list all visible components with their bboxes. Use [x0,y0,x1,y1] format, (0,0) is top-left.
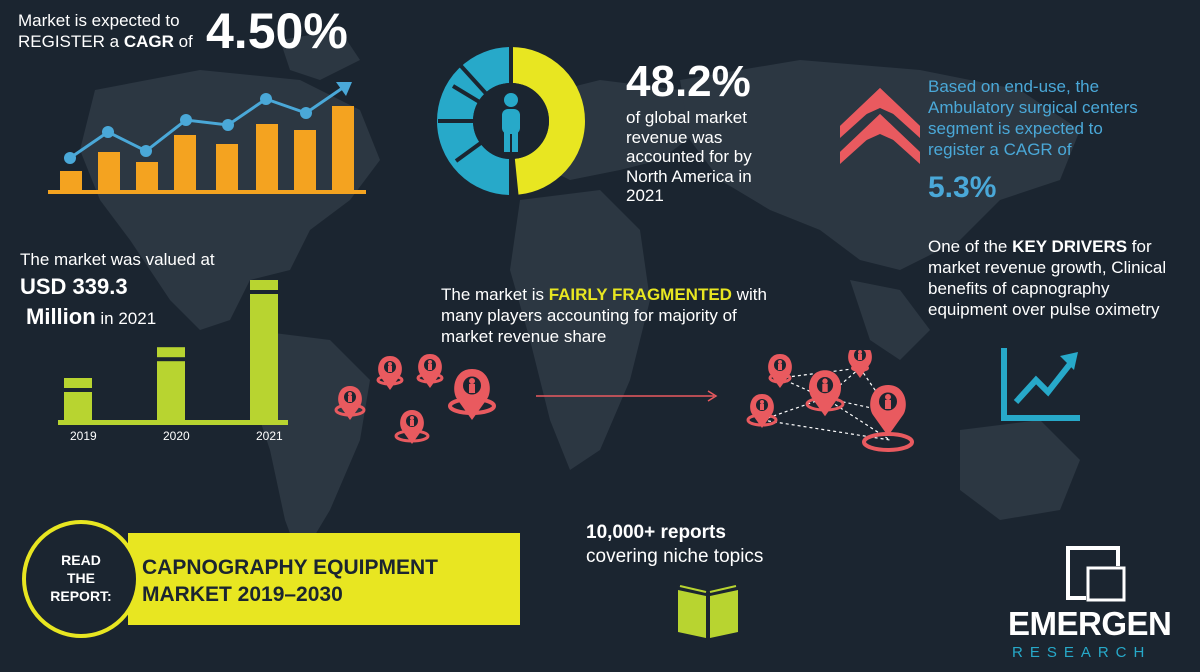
enduse-caption: Based on end-use, the Ambulatory surgica… [928,76,1138,160]
drivers-bold: KEY DRIVERS [1012,237,1128,256]
read-report-badge [22,520,140,638]
valued-line2: USD 339.3 [20,274,128,299]
cagr-line2-prefix: REGISTER a [18,32,124,51]
bar-chart-baseline [58,420,288,425]
drivers-suffix: for [1127,237,1152,256]
drivers-line3: benefits of capnography [928,279,1110,298]
map-pin-icon [334,354,496,444]
read-label-2: THE [67,570,95,586]
valued-line3-rest: in 2021 [95,309,157,328]
cagr-value: 4.50% [206,3,348,59]
emergen-logo-icon [1066,546,1126,602]
enduse-line4: register a CAGR of [928,140,1072,159]
logo-name: EMERGEN [1008,605,1172,642]
reports-caption: 10,000+ reports covering niche topics [586,521,763,569]
drivers-line1: One of the KEY DRIVERS for [928,236,1166,257]
read-label-1: READ [61,552,101,568]
value-bar-2019 [64,392,92,420]
share-line1: of global market [626,108,747,127]
valued-line1: The market was valued at [20,250,215,269]
report-title[interactable]: CAPNOGRAPHY EQUIPMENT MARKET 2019–2030 [142,554,438,608]
reports-line2: covering niche topics [586,546,764,567]
arrow-right-icon [536,390,718,402]
fragment-prefix: The market is [441,285,549,304]
share-caption: of global market revenue was accounted f… [626,108,752,206]
enduse-value: 5.3% [928,171,997,204]
drivers-caption: One of the KEY DRIVERS for market revenu… [928,236,1166,320]
report-banner[interactable] [128,533,520,625]
growth-chart-icon [48,82,366,194]
report-title-line2: MARKET 2019–2030 [142,583,343,606]
trend-up-icon [1001,348,1080,421]
network-pins-icon [746,350,914,452]
value-bar-cap-2021 [250,280,278,290]
fragment-line3: market revenue share [441,327,607,346]
value-bar-cap-2020 [157,347,185,358]
bar-chart-icon [58,280,288,425]
cagr-caption-line1: Market is expected to [18,11,180,30]
cagr-line2-suffix: of [173,32,193,51]
fragment-line2: many players accounting for majority of [441,306,737,325]
enduse-line2: Ambulatory surgical centers [928,98,1138,117]
value-bar-cap-2019 [64,378,92,388]
double-chevron-up-icon [840,88,920,164]
bar-label-2020: 2020 [163,429,190,443]
cagr-caption: Market is expected to REGISTER a CAGR of [18,10,193,52]
share-line5: 2021 [626,186,664,205]
drivers-line2: market revenue growth, Clinical [928,258,1167,277]
share-line2: revenue was [626,127,723,147]
drivers-line4: equipment over pulse oximetry [928,300,1160,319]
value-bar-2021 [250,294,278,420]
fragment-caption: The market is FAIRLY FRAGMENTED with man… [441,284,767,347]
bar-label-2021: 2021 [256,429,283,443]
fragment-highlight: FAIRLY FRAGMENTED [548,285,732,304]
share-value: 48.2% [626,57,751,106]
cagr-line2-bold: CAGR [123,32,174,51]
drivers-prefix: One of the [928,237,1013,256]
cagr-caption-line2: REGISTER a CAGR of [18,31,193,52]
donut-person-icon [437,46,585,196]
valued-line3: Million in 2021 [26,304,156,333]
bar-label-2019: 2019 [70,429,97,443]
share-line4: North America in [626,166,752,186]
valued-line3-bold: Million [26,304,96,329]
value-bar-2020 [157,361,185,420]
open-book-icon [678,585,738,638]
enduse-line3: segment is expected to [928,119,1103,138]
fragment-line1: The market is FAIRLY FRAGMENTED with [441,284,767,305]
read-report-label: READ THE REPORT: [22,551,140,605]
report-title-line1: CAPNOGRAPHY EQUIPMENT [142,556,438,579]
logo-sub: RESEARCH [1012,644,1152,661]
enduse-line1: Based on end-use, the [928,77,1100,96]
fragment-suffix: with [731,285,767,304]
read-label-3: REPORT: [50,588,112,604]
reports-line1: 10,000+ reports [586,522,726,543]
share-line3: accounted for by [626,147,752,166]
